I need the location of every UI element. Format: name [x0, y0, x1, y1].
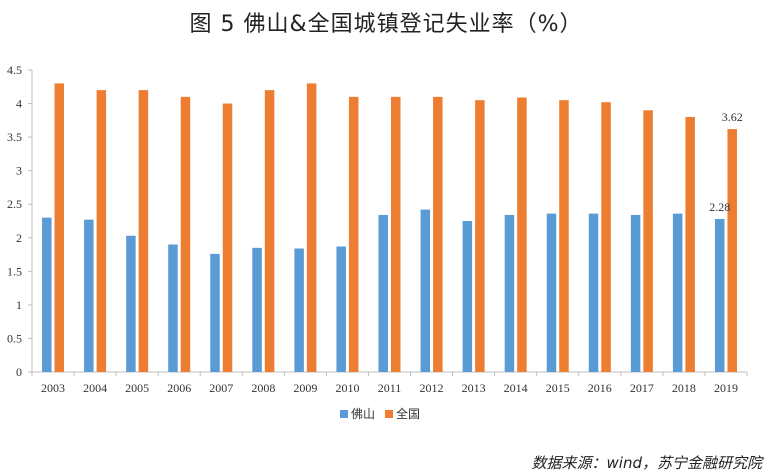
source-note: 数据来源：wind，苏宁金融研究院: [531, 454, 762, 472]
bar-foshan: [210, 253, 220, 372]
y-tick-label: 3: [16, 164, 22, 178]
x-tick-label: 2016: [588, 381, 612, 395]
x-tick-label: 2012: [420, 381, 444, 395]
bar-national: [264, 90, 275, 372]
legend-label: 全国: [396, 406, 420, 421]
x-tick-label: 2009: [293, 381, 317, 395]
y-tick-label: 2: [16, 231, 22, 245]
bar-national: [559, 100, 569, 372]
bar-foshan: [378, 214, 388, 372]
bar-foshan: [252, 247, 262, 372]
x-tick-label: 2008: [251, 381, 275, 395]
x-tick-label: 2007: [209, 381, 233, 395]
y-tick-label: 3.5: [7, 130, 22, 144]
y-tick-label: 4.5: [7, 63, 22, 77]
bar-national: [517, 97, 527, 372]
y-tick-label: 0: [16, 365, 22, 379]
legend-swatch: [385, 410, 393, 418]
x-tick-label: 2017: [630, 381, 654, 395]
bar-foshan: [168, 244, 178, 372]
x-tick-label: 2015: [546, 381, 570, 395]
x-axis: 2003 2004 2005 2006 2007 2008 2009 2010 2011 2012…: [31, 372, 748, 395]
x-tick-label: 2013: [462, 381, 486, 395]
bar-foshan: [672, 213, 683, 372]
bar-foshan: [546, 213, 557, 372]
y-tick-label: 1.5: [7, 264, 22, 278]
bar-national: [180, 96, 191, 372]
bar-national: [727, 129, 737, 372]
bar-national: [54, 83, 65, 372]
x-tick-label: 2006: [167, 381, 191, 395]
x-tick-label: 2014: [504, 381, 528, 395]
bar-national: [348, 96, 359, 372]
legend: 佛山 全国: [340, 406, 420, 421]
bar-national: [222, 103, 233, 373]
bar-national: [391, 96, 401, 372]
bar-foshan: [42, 217, 52, 372]
x-tick-label: 2010: [335, 381, 359, 395]
bar-national: [685, 116, 695, 372]
bar-national: [643, 110, 653, 373]
chart-title: 图 5 佛山&全国城镇登记失业率（%）: [189, 12, 583, 37]
x-tick-label: 2011: [378, 381, 402, 395]
bar-national: [475, 100, 485, 372]
data-label: 3.62: [722, 110, 743, 124]
bars: [42, 83, 737, 373]
x-tick-label: 2018: [672, 381, 696, 395]
bar-foshan: [462, 221, 473, 372]
y-tick-label: 1: [16, 298, 22, 312]
data-label: 2.28: [709, 200, 730, 214]
y-tick-label: 2.5: [7, 197, 22, 211]
bar-foshan: [420, 209, 431, 372]
bar-national: [306, 83, 317, 372]
legend-label: 佛山: [351, 407, 375, 421]
bar-foshan: [84, 219, 94, 372]
x-tick-label: 2005: [125, 381, 149, 395]
bar-foshan: [336, 246, 346, 372]
legend-swatch: [340, 410, 348, 418]
bar-national: [96, 90, 107, 372]
bar-foshan: [588, 213, 599, 372]
bar-foshan: [294, 248, 304, 372]
bar-national: [601, 102, 611, 373]
y-tick-label: 0.5: [7, 331, 22, 345]
x-tick-label: 2003: [41, 381, 65, 395]
bar-national: [433, 96, 443, 372]
bar-national: [138, 90, 149, 372]
y-axis: 0 0.5 1 1.5 2 2.5 3 3.5 4 4.5: [7, 63, 32, 379]
bar-foshan: [504, 214, 515, 372]
x-tick-label: 2004: [83, 381, 107, 395]
x-tick-label: 2019: [714, 381, 738, 395]
y-tick-label: 4: [16, 97, 22, 111]
bar-foshan: [630, 214, 641, 372]
bar-foshan: [714, 218, 725, 372]
data-labels: 2.28 3.62: [709, 110, 743, 214]
bar-foshan: [126, 235, 136, 372]
